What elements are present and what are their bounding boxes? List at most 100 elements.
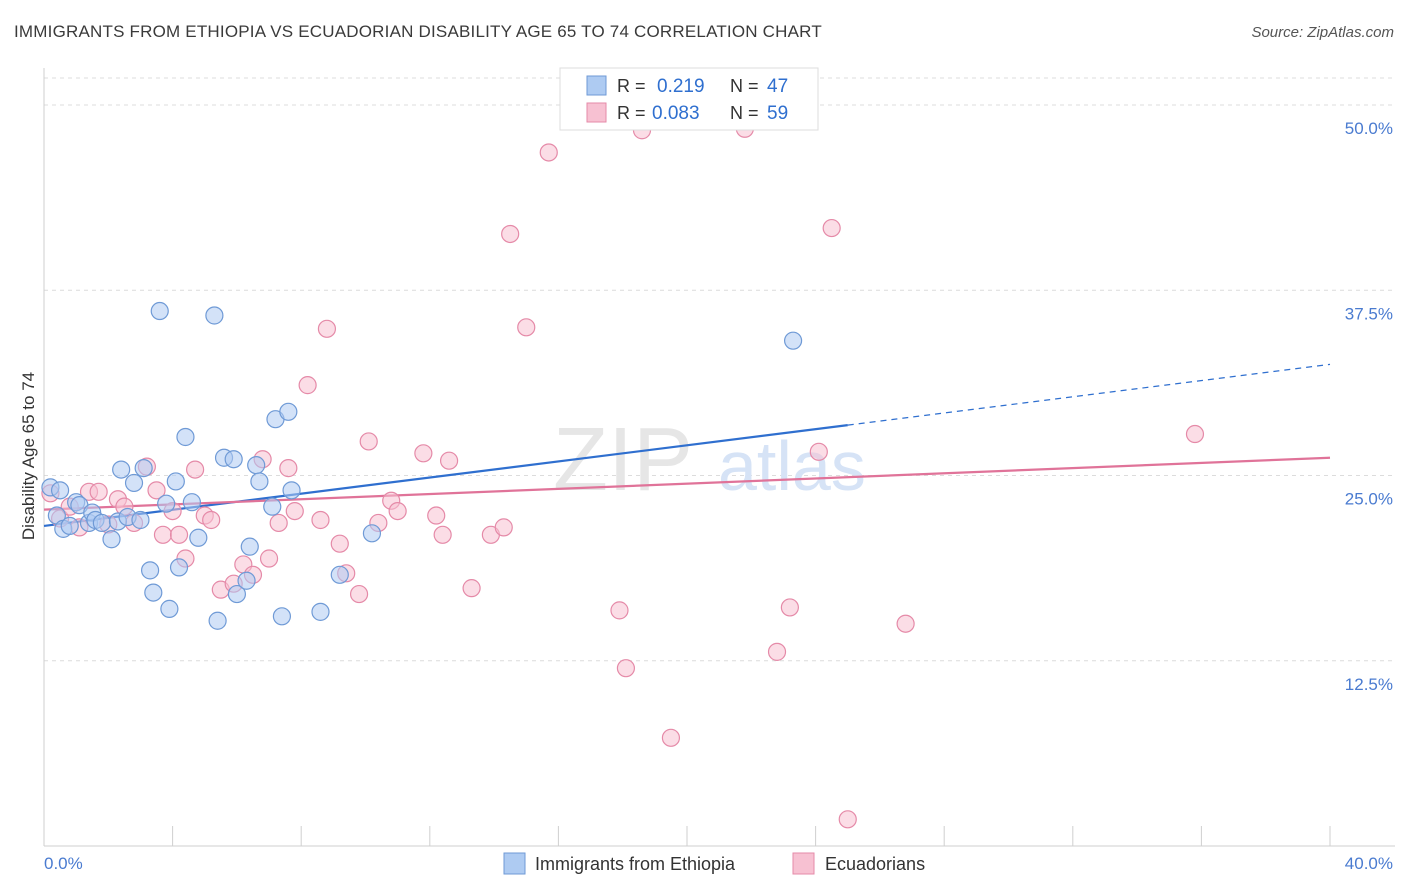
ethiopia-point xyxy=(169,558,189,577)
ecuadorian-point xyxy=(279,459,298,478)
ethiopia-point xyxy=(112,460,131,479)
stats-legend-n-label-blue: N = xyxy=(730,76,759,96)
ethiopia-point xyxy=(157,494,176,513)
ecuadorian-point xyxy=(462,579,481,598)
stats-legend-r-value-pink: 0.083 xyxy=(652,103,700,124)
x-tick-label-min: 0.0% xyxy=(44,854,83,873)
ethiopia-point xyxy=(263,497,282,516)
ethiopia-point xyxy=(279,402,298,421)
ethiopia-point xyxy=(176,427,195,447)
ethiopia-point xyxy=(182,493,201,512)
ethiopia-point xyxy=(60,516,79,536)
ecuadorian-point xyxy=(153,525,173,544)
axes-layer xyxy=(43,68,1395,847)
stats-legend-swatch-blue xyxy=(586,75,607,96)
ethiopia-point xyxy=(150,301,169,321)
y-tick-label: 50.0% xyxy=(1345,119,1393,138)
ecuadorian-point xyxy=(501,224,520,244)
series-legend: Immigrants from Ethiopia Ecuadorians xyxy=(503,852,925,875)
ecuadorian-point xyxy=(147,481,166,500)
stats-legend: R = 0.219 N = 47 R = 0.083 N = 59 xyxy=(559,67,819,131)
x-tick-label-max: 40.0% xyxy=(1345,854,1393,873)
ecuadorian-point xyxy=(311,510,330,530)
ethiopia-point xyxy=(224,450,243,469)
ecuadorian-point xyxy=(822,218,841,238)
ethiopia-point xyxy=(124,473,144,493)
y-tick-label: 12.5% xyxy=(1345,675,1393,694)
ethiopia-trend-extension xyxy=(847,363,1331,426)
ethiopia-point xyxy=(144,583,163,602)
series-legend-swatch-ecuadorians xyxy=(792,852,815,875)
ethiopia-point xyxy=(205,306,224,325)
ethiopia-point xyxy=(166,472,185,491)
ethiopia-point xyxy=(134,459,153,478)
ecuadorian-point xyxy=(298,376,317,395)
ecuadorian-point xyxy=(359,432,378,451)
ethiopia-point xyxy=(250,472,269,491)
ethiopia-point xyxy=(272,607,292,626)
ecuadorian-point xyxy=(186,460,205,479)
ecuadorian-point xyxy=(330,534,349,553)
stats-legend-swatch-pink xyxy=(586,102,607,123)
ecuadorian-point xyxy=(809,442,828,461)
series-legend-label-ecuadorians: Ecuadorians xyxy=(825,854,925,874)
ethiopia-point xyxy=(330,565,349,584)
ecuadorian-point xyxy=(838,810,857,829)
ecuadorian-point xyxy=(661,728,681,747)
ecuadorian-point xyxy=(269,513,288,533)
ethiopia-point xyxy=(92,513,111,533)
ecuadorian-point xyxy=(896,614,915,633)
ethiopia-point xyxy=(362,524,382,543)
stats-legend-n-value-pink: 59 xyxy=(767,103,788,124)
ecuadorian-point xyxy=(388,501,407,521)
ethiopia-point xyxy=(227,584,246,604)
stats-legend-r-label-blue: R = xyxy=(617,76,646,96)
ethiopia-point xyxy=(783,331,803,350)
points-layer xyxy=(41,119,1205,829)
ecuadorian-point xyxy=(616,659,636,678)
ethiopia-point xyxy=(102,530,121,549)
ecuadorian-point xyxy=(539,143,558,162)
ecuadorian-point xyxy=(610,601,629,620)
ecuadorian-point xyxy=(517,318,536,337)
ecuadorian-point xyxy=(89,482,108,501)
ecuadorian-point xyxy=(414,444,433,463)
ethiopia-point xyxy=(240,537,259,556)
ecuadorian-point xyxy=(317,319,337,338)
ecuadorian-point xyxy=(433,525,452,544)
watermark: ZIP atlas xyxy=(553,410,866,510)
ethiopia-point xyxy=(208,611,227,630)
ethiopia-point xyxy=(50,481,70,500)
ecuadorian-point xyxy=(780,598,799,617)
y-tick-label: 37.5% xyxy=(1345,304,1393,323)
stats-legend-r-value-blue: 0.219 xyxy=(657,76,705,97)
ecuadorian-point xyxy=(427,506,446,525)
ecuadorian-point xyxy=(202,510,221,530)
stats-legend-n-label-pink: N = xyxy=(730,103,759,123)
ecuadorian-point xyxy=(349,584,369,604)
ethiopia-point xyxy=(237,571,256,590)
watermark-atlas: atlas xyxy=(718,427,866,505)
ecuadorian-point xyxy=(494,518,513,537)
series-legend-swatch-ethiopia xyxy=(503,852,526,875)
ethiopia-point xyxy=(247,456,266,475)
ecuadorian-point xyxy=(169,525,189,544)
ethiopia-point xyxy=(160,599,179,618)
stats-legend-r-label-pink: R = xyxy=(617,103,646,123)
stats-legend-n-value-blue: 47 xyxy=(767,76,788,97)
ethiopia-point xyxy=(311,602,330,621)
chart-source: Source: ZipAtlas.com xyxy=(1251,24,1394,41)
ecuadorian-point xyxy=(1185,424,1205,444)
ecuadorian-point xyxy=(767,642,787,661)
y-tick-label: 25.0% xyxy=(1345,490,1393,509)
ethiopia-point xyxy=(282,481,301,500)
ethiopia-point xyxy=(140,561,160,580)
ethiopia-point xyxy=(189,528,208,547)
ecuadorian-point xyxy=(439,451,459,470)
y-axis-title: Disability Age 65 to 74 xyxy=(19,372,38,540)
ecuadorian-trend-line xyxy=(43,456,1331,511)
ticks-layer: 12.5% 25.0% 37.5% 50.0% xyxy=(43,119,1393,846)
ethiopia-point xyxy=(131,510,150,530)
